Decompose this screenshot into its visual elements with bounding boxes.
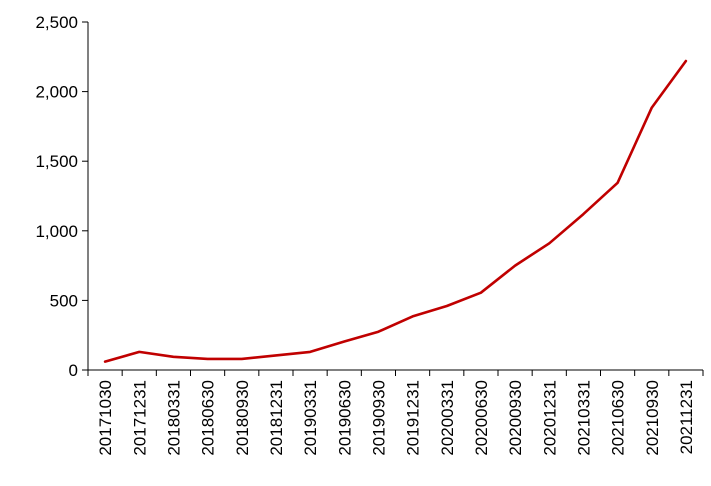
y-tick-label: 1,500 [35,152,78,171]
x-tick-label: 20191231 [404,380,423,456]
x-tick-label: 20200630 [472,380,491,456]
x-tick-label: 20200331 [438,380,457,456]
y-tick-label: 0 [69,361,78,380]
x-tick-label: 20171030 [96,380,115,456]
y-tick-label: 500 [50,291,78,310]
y-tick-label: 2,500 [35,13,78,32]
x-tick-label: 20210630 [609,380,628,456]
y-tick-label: 2,000 [35,83,78,102]
x-tick-label: 20211231 [677,380,696,454]
x-tick-label: 20180331 [164,380,183,456]
x-tick-label: 20180930 [233,380,252,456]
y-tick-label: 1,000 [35,222,78,241]
x-tick-label: 20210331 [574,380,593,456]
x-tick-label: 20200930 [506,380,525,456]
x-tick-label: 20171231 [130,380,149,456]
series-line [103,59,688,363]
x-tick-label: 20190930 [369,380,388,456]
plot-area [103,59,688,363]
x-tick-label: 20180630 [199,380,218,456]
x-tick-label: 20181231 [267,380,286,456]
x-axis: 20171030 20171231 20180331 20180630 20180930… [87,369,704,456]
x-tick-label: 20210930 [643,380,662,456]
x-tick-label: 20190630 [335,380,354,456]
x-tick-label: 20190331 [301,380,320,456]
x-tick-label: 20201231 [540,380,559,456]
y-axis: 0 500 1,000 1,500 2,000 2,500 [35,13,89,380]
